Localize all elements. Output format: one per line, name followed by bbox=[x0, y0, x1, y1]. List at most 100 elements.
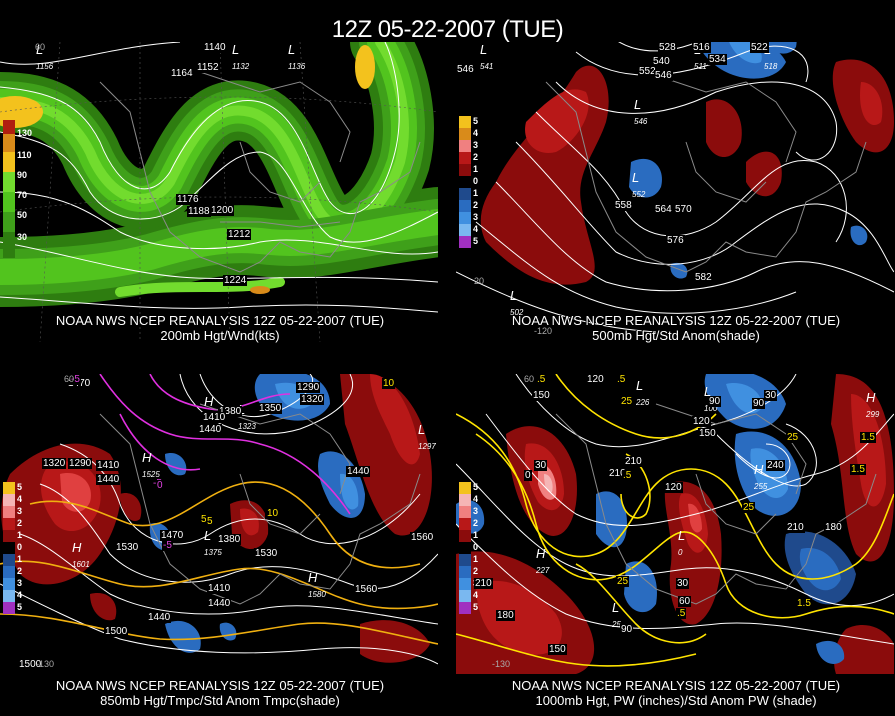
high-pressure-marker: H 255 bbox=[754, 462, 768, 491]
low-pressure-marker: L 552 bbox=[632, 170, 646, 199]
legend-label: 90 bbox=[17, 170, 28, 180]
legend-label: 5 bbox=[17, 482, 23, 492]
contour-label: 210 bbox=[624, 456, 643, 467]
contour-label: 1224 bbox=[223, 275, 248, 286]
contour-label: 1440 bbox=[207, 598, 232, 609]
legend-label: 2 bbox=[473, 152, 479, 162]
contour-label: 1290 bbox=[68, 458, 93, 469]
contour-label: 210 bbox=[608, 468, 627, 479]
legend-label: 2 bbox=[17, 566, 23, 576]
legend-label: 5 bbox=[473, 236, 479, 246]
contour-label: 1320 bbox=[300, 394, 325, 405]
pw-label: 25 bbox=[786, 432, 800, 443]
legend-label: 0 bbox=[17, 542, 23, 552]
contour-label: 120 bbox=[692, 416, 711, 427]
panel-200mb-caption: NOAA NWS NCEP REANALYSIS 12Z 05-22-2007 … bbox=[0, 313, 440, 343]
contour-label: 210 bbox=[474, 578, 493, 589]
contour-label: 1410 bbox=[207, 583, 232, 594]
low-pressure-marker: L 25 bbox=[612, 600, 621, 629]
map-850mb-graphic bbox=[0, 374, 438, 665]
contour-label: 558 bbox=[614, 200, 633, 211]
legend-label: 2 bbox=[473, 518, 479, 528]
anomaly-legend: 5 4 3 2 1 0 1 2 3 4 5 bbox=[3, 482, 22, 614]
contour-label: 528 bbox=[658, 42, 677, 53]
legend-label: 5 bbox=[17, 602, 23, 612]
caption-source: NOAA NWS NCEP REANALYSIS 12Z 05-22-2007 … bbox=[55, 678, 385, 693]
pw-label: 1.5 bbox=[850, 464, 866, 475]
main-title: 12Z 05-22-2007 (TUE) bbox=[331, 16, 564, 43]
contour-label: 570 bbox=[674, 204, 693, 215]
contour-label: 522 bbox=[750, 42, 769, 53]
cold-temperature-contours bbox=[99, 374, 351, 515]
low-pressure-marker: L 226 bbox=[636, 378, 650, 407]
contour-label: 1560 bbox=[410, 532, 435, 543]
contour-label: 90 bbox=[752, 398, 766, 409]
contour-label: 1350 bbox=[258, 403, 283, 414]
temperature-label: 10 bbox=[382, 378, 396, 389]
temperature-label: 5 bbox=[206, 516, 214, 527]
panel-850mb-caption: NOAA NWS NCEP REANALYSIS 12Z 05-22-2007 … bbox=[0, 678, 440, 708]
map-500mb-graphic bbox=[456, 42, 894, 333]
contour-label: 1140 bbox=[203, 42, 227, 53]
contour-label: 150 bbox=[548, 644, 567, 655]
contour-label: 1500 bbox=[104, 626, 129, 637]
panel-1000mb-caption: NOAA NWS NCEP REANALYSIS 12Z 05-22-2007 … bbox=[456, 678, 895, 708]
lon-label: -120 bbox=[534, 326, 553, 336]
low-pressure-marker: L 1132 bbox=[232, 42, 250, 71]
contour-label: 540 bbox=[652, 56, 671, 67]
contour-label: 564 bbox=[654, 204, 673, 215]
legend-label: 3 bbox=[473, 140, 479, 150]
contour-label: 1152 bbox=[196, 62, 220, 73]
legend-label: 1 bbox=[17, 554, 23, 564]
legend-label: 5 bbox=[473, 602, 479, 612]
legend-label: 3 bbox=[473, 506, 479, 516]
contour-label: 150 bbox=[532, 390, 551, 401]
legend-label: 5 bbox=[473, 116, 479, 126]
contour-label: 534 bbox=[708, 54, 727, 65]
legend-label: 2 bbox=[17, 518, 23, 528]
height-anomaly-shading bbox=[480, 42, 894, 285]
pw-label: .5 bbox=[616, 374, 627, 385]
pw-label: 1.5 bbox=[860, 432, 876, 443]
lon-label: -130 bbox=[36, 659, 55, 669]
caption-source: NOAA NWS NCEP REANALYSIS 12Z 05-22-2007 … bbox=[511, 678, 841, 693]
contour-label: 1212 bbox=[227, 229, 252, 240]
height-contours bbox=[0, 42, 438, 313]
legend-label: 1 bbox=[473, 164, 479, 174]
low-pressure-marker: L 541 bbox=[480, 42, 494, 71]
legend-label: 1 bbox=[17, 530, 23, 540]
contour-label: 516 bbox=[692, 42, 711, 53]
contour-label: 1410 bbox=[202, 412, 227, 423]
legend-label: 30 bbox=[17, 232, 28, 242]
legend-label: 4 bbox=[473, 494, 479, 504]
contour-label: 30 bbox=[764, 390, 778, 401]
legend-label: 70 bbox=[17, 190, 28, 200]
coastline-outlines bbox=[99, 71, 421, 273]
legend-label: 1 bbox=[473, 188, 479, 198]
caption-field: 1000mb Hgt, PW (inches)/Std Anom PW (sha… bbox=[535, 693, 817, 708]
contour-label: 1440 bbox=[198, 424, 223, 435]
lon-label: -130 bbox=[492, 659, 511, 669]
contour-label: 1560 bbox=[354, 584, 379, 595]
legend-label: 50 bbox=[17, 210, 28, 220]
caption-field: 200mb Hgt/Wnd(kts) bbox=[160, 328, 280, 343]
low-pressure-marker: L 502 bbox=[510, 288, 524, 317]
pw-contours bbox=[456, 374, 894, 667]
contour-label: 1176 bbox=[176, 194, 200, 205]
pw-label: 25 bbox=[616, 576, 630, 587]
contour-label: 582 bbox=[694, 272, 713, 283]
contour-label: 1470 bbox=[160, 530, 185, 541]
low-pressure-marker: L 100 bbox=[704, 384, 718, 413]
legend-label: 1 bbox=[473, 530, 479, 540]
contour-label: 546 bbox=[456, 64, 475, 75]
legend-label: 4 bbox=[17, 590, 23, 600]
legend-label: 3 bbox=[473, 212, 479, 222]
caption-source: NOAA NWS NCEP REANALYSIS 12Z 05-22-2007 … bbox=[511, 313, 841, 328]
contour-label: 90 bbox=[708, 396, 722, 407]
high-pressure-marker: H 1580 bbox=[308, 570, 326, 599]
caption-field: 500mb Hgt/Std Anom(shade) bbox=[592, 328, 760, 343]
legend-label: 4 bbox=[473, 590, 479, 600]
legend-label: 5 bbox=[473, 482, 479, 492]
pw-label: 25 bbox=[742, 502, 756, 513]
